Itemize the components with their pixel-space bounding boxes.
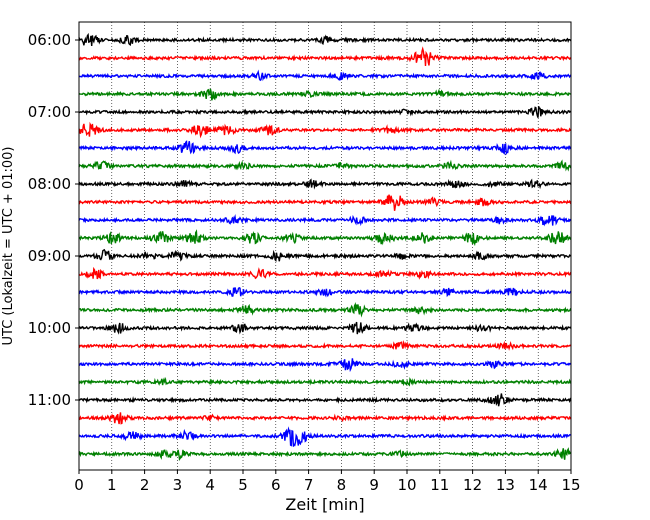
trace-1045	[78, 376, 572, 387]
x-tick-label: 14	[529, 476, 548, 494]
x-tick-label: 13	[496, 476, 515, 494]
trace-0700	[79, 106, 572, 118]
trace-1145	[78, 447, 572, 461]
trace-0645	[78, 88, 572, 101]
x-tick-label: 6	[271, 476, 281, 494]
y-tick-label: 06:00	[28, 31, 71, 49]
x-tick-label: 15	[561, 476, 580, 494]
trace-0900	[78, 248, 572, 262]
x-tick-label: 0	[74, 476, 84, 494]
trace-0615	[78, 46, 572, 66]
plot-frame	[78, 21, 572, 471]
x-tick-label: 3	[173, 476, 183, 494]
seismic-traces	[78, 32, 572, 461]
trace-1030	[78, 358, 572, 373]
y-axis-ticks: 06:00 07:00 08:00 09:00 10:00 11:00	[28, 31, 79, 409]
y-tick-label: 11:00	[28, 391, 71, 409]
y-tick-label: 09:00	[28, 247, 71, 265]
trace-0630	[78, 69, 572, 82]
x-tick-label: 1	[107, 476, 117, 494]
y-axis-label: UTC (Lokalzeit = UTC + 01:00)	[1, 147, 16, 346]
x-tick-label: 5	[238, 476, 248, 494]
x-tick-label: 8	[337, 476, 347, 494]
x-tick-label: 7	[304, 476, 314, 494]
y-tick-label: 07:00	[28, 103, 71, 121]
trace-0945	[78, 302, 572, 318]
trace-0600	[78, 32, 572, 47]
trace-0845	[78, 229, 572, 247]
x-tick-label: 2	[140, 476, 150, 494]
x-axis-label: Zeit [min]	[285, 495, 364, 514]
x-tick-label: 12	[463, 476, 482, 494]
y-tick-label: 10:00	[28, 319, 71, 337]
trace-0715	[78, 121, 571, 139]
trace-1130	[78, 426, 572, 447]
x-axis-ticks: 0 1 2 3 4 5 6 7 8 9 10 11 12 13 14 15	[74, 470, 581, 494]
trace-1115	[78, 412, 572, 425]
y-tick-label: 08:00	[28, 175, 71, 193]
trace-1000	[78, 321, 572, 335]
trace-0915	[78, 266, 572, 280]
trace-1100	[79, 393, 572, 407]
trace-1015	[78, 340, 572, 351]
trace-0745	[78, 159, 572, 172]
trace-0800	[78, 178, 572, 190]
x-tick-label: 11	[430, 476, 449, 494]
trace-0930	[78, 286, 572, 298]
x-tick-label: 9	[369, 476, 379, 494]
trace-0815	[78, 194, 572, 211]
x-tick-label: 10	[397, 476, 416, 494]
trace-0730	[78, 140, 572, 156]
trace-0830	[78, 214, 572, 227]
x-tick-label: 4	[205, 476, 215, 494]
